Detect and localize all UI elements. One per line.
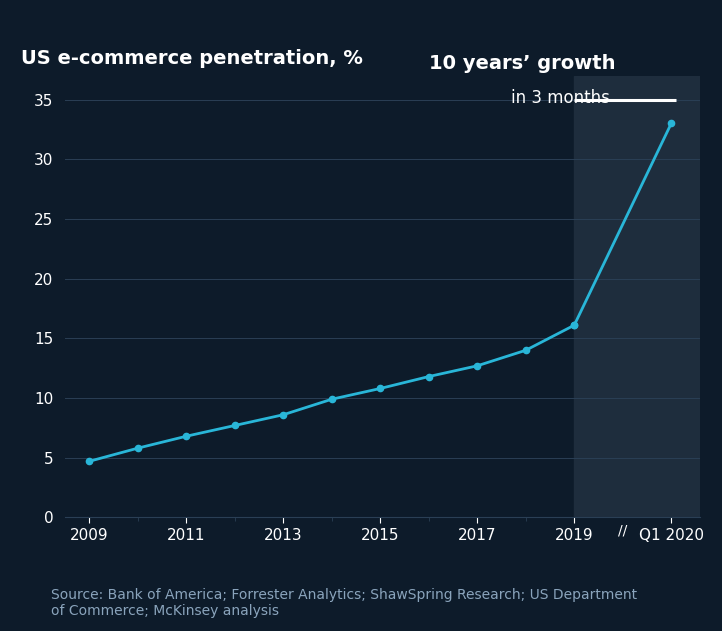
Text: Source: Bank of America; Forrester Analytics; ShawSpring Research; US Department: Source: Bank of America; Forrester Analy…	[51, 588, 637, 618]
Text: 10 years’ growth: 10 years’ growth	[429, 54, 616, 73]
Bar	[574, 76, 700, 517]
Text: //: //	[618, 523, 627, 538]
Text: in 3 months: in 3 months	[511, 89, 610, 107]
Text: US e-commerce penetration, %: US e-commerce penetration, %	[20, 49, 362, 68]
